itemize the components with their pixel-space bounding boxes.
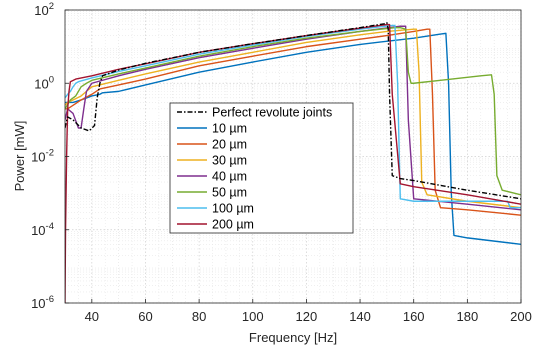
x-tick-label: 140 — [349, 309, 371, 324]
y-tick-label: 10-6 — [31, 294, 54, 311]
x-tick-label: 60 — [138, 309, 152, 324]
series-line — [65, 28, 521, 209]
y-tick-label: 102 — [34, 1, 54, 18]
legend-label: 10 µm — [212, 122, 247, 136]
x-tick-label: 40 — [85, 309, 99, 324]
x-tick-label: 160 — [403, 309, 425, 324]
series-line — [65, 28, 521, 216]
x-axis-title: Frequency [Hz] — [249, 330, 337, 345]
legend-label: 20 µm — [212, 138, 247, 152]
legend-label: 40 µm — [212, 170, 247, 184]
legend-label: Perfect revolute joints — [212, 106, 332, 120]
legend-label: 200 µm — [212, 218, 254, 232]
legend: Perfect revolute joints 10 µm 20 µm 30 µm 40… — [169, 102, 354, 234]
legend-label: 30 µm — [212, 154, 247, 168]
series-line — [65, 24, 521, 209]
legend-box — [169, 102, 354, 234]
y-axis-ticks: 10-6 10-4 10-2 100 102 — [31, 1, 69, 311]
series-lines — [65, 22, 521, 303]
legend-label: 50 µm — [212, 186, 247, 200]
y-tick-label: 10-4 — [31, 221, 54, 238]
y-axis-title: Power [mW] — [12, 121, 27, 192]
series-line — [65, 25, 521, 211]
series-line — [65, 22, 521, 200]
x-axis-ticks: 40 60 80 100 120 140 160 180 200 — [85, 299, 532, 324]
x-tick-label: 80 — [192, 309, 206, 324]
x-tick-label: 180 — [457, 309, 479, 324]
x-tick-label: 100 — [242, 309, 264, 324]
legend-label: 100 µm — [212, 202, 254, 216]
y-tick-label: 10-2 — [31, 148, 54, 165]
y-tick-label: 100 — [34, 74, 54, 91]
x-tick-label: 200 — [510, 309, 532, 324]
x-tick-label: 120 — [296, 309, 318, 324]
series-line — [65, 26, 521, 196]
